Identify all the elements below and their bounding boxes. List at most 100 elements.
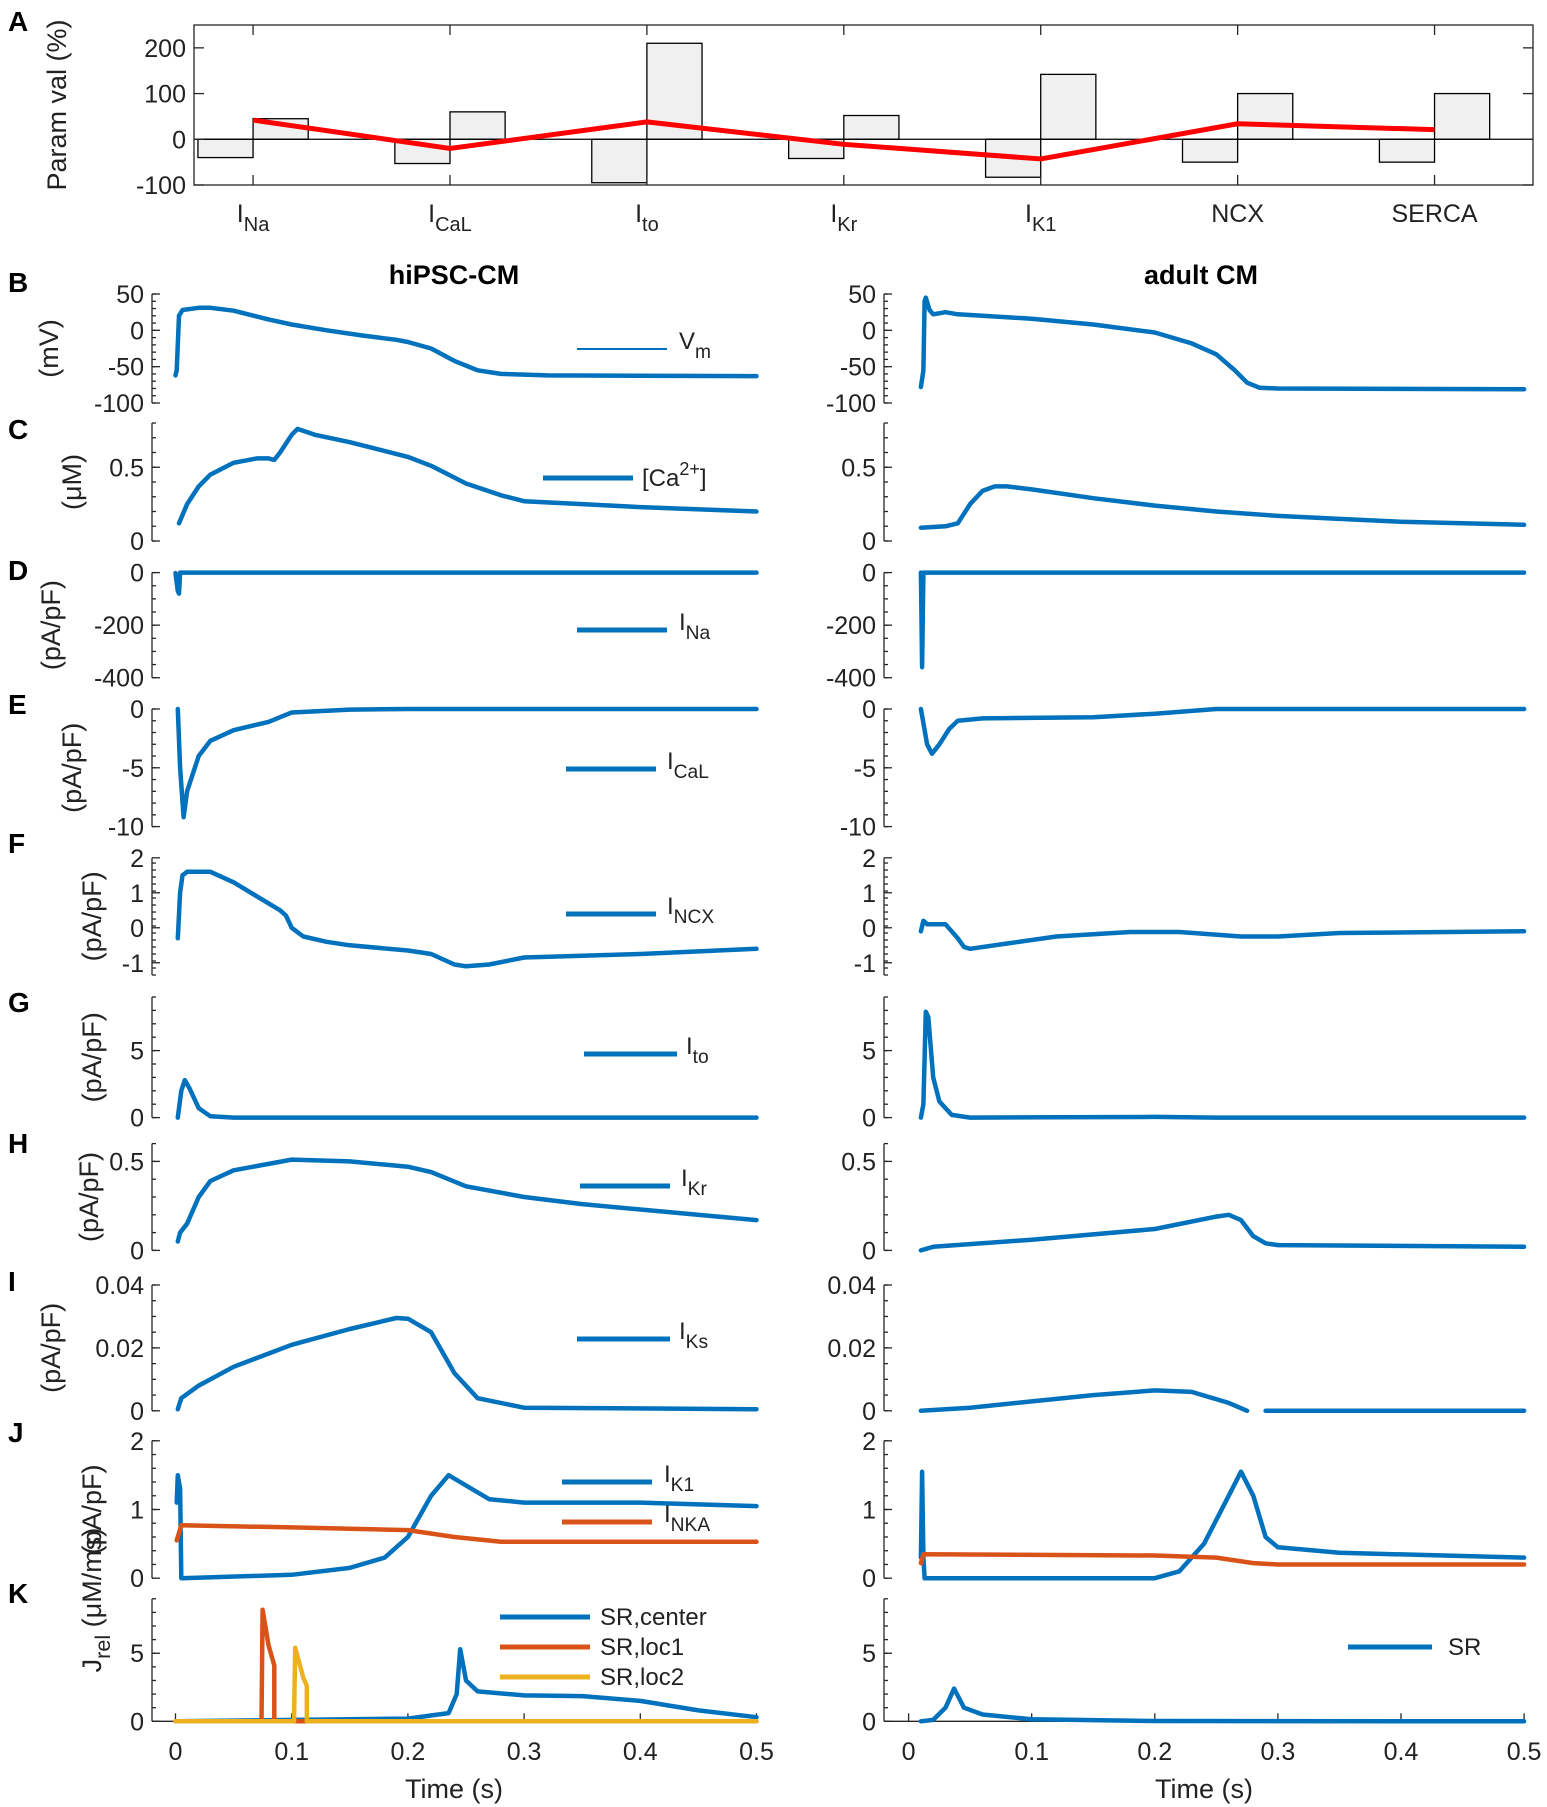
series-line-0 bbox=[918, 706, 1527, 756]
panel-i-adult: 0 0.02 0.04 bbox=[827, 1272, 1527, 1426]
text-main: I bbox=[679, 609, 686, 636]
category-label: INa bbox=[237, 200, 270, 236]
panel-e-hipsc: -10 -5 0 (pA/pF) ICaL bbox=[57, 696, 759, 842]
y-tick-label: 0 bbox=[862, 1237, 876, 1265]
y-tick-label: 2 bbox=[862, 1428, 876, 1456]
y-tick-label: 0 bbox=[172, 126, 186, 154]
y-tick-label: 0 bbox=[862, 528, 876, 556]
y-tick-label: 0 bbox=[130, 1708, 144, 1736]
text-subscript: NKA bbox=[671, 1515, 711, 1536]
text-subscript: Kr bbox=[837, 214, 857, 236]
text-main: I bbox=[679, 1318, 686, 1345]
x-tick-label: 0.1 bbox=[274, 1738, 309, 1766]
x-tick-label: 0 bbox=[902, 1738, 916, 1766]
text-main: I bbox=[664, 1461, 671, 1488]
panel-letter-i: I bbox=[8, 1266, 16, 1297]
column-title: hiPSC-CM bbox=[389, 260, 520, 290]
legend-label: ICaL bbox=[667, 748, 709, 783]
text-main: I bbox=[237, 200, 244, 228]
series-line-0 bbox=[175, 706, 759, 820]
text-main: SERCA bbox=[1391, 200, 1477, 228]
y-axis-label: (pA/pF) bbox=[77, 1464, 107, 1554]
panel-letter-k: K bbox=[8, 1578, 28, 1609]
x-tick-label: 0.4 bbox=[1384, 1738, 1419, 1766]
panel-letter-c: C bbox=[8, 414, 28, 445]
y-tick-label: 0.5 bbox=[841, 1148, 876, 1176]
y-tick-label: -400 bbox=[94, 665, 144, 693]
y-tick-label: 0 bbox=[130, 528, 144, 556]
panel-g-adult: 05 bbox=[862, 996, 1527, 1133]
y-tick-label: 0 bbox=[130, 696, 144, 724]
text-main: I bbox=[667, 893, 674, 920]
y-tick-label: 0.5 bbox=[109, 1148, 144, 1176]
panel-k-adult: 0 5 0 0.1 0.2 0.3 0.4 0.5 Time (s) SR bbox=[862, 1598, 1541, 1804]
text-subscript: CaL bbox=[674, 762, 710, 783]
y-tick-label: 0 bbox=[862, 560, 876, 588]
category-label: NCX bbox=[1211, 200, 1264, 228]
series-line-0 bbox=[918, 1469, 1527, 1581]
category-label: Ito bbox=[635, 200, 659, 236]
panel-letter-b: B bbox=[8, 267, 28, 298]
x-axis-label: Time (s) bbox=[1155, 1774, 1253, 1804]
text-subscript: m bbox=[695, 342, 711, 363]
legend-label: INa bbox=[679, 609, 711, 644]
panel-a-bar-chart: INa ICaL Ito IKr IK1 NCX SERCA-1000100200Param… bbox=[42, 19, 1534, 236]
y-axis-label: (pA/pF) bbox=[77, 871, 107, 961]
y-tick-label: -5 bbox=[122, 755, 144, 783]
series-line-0 bbox=[918, 918, 1527, 952]
y-tick-label: 50 bbox=[848, 281, 876, 309]
plot-box bbox=[193, 24, 1534, 186]
y-tick-label: -100 bbox=[826, 390, 876, 418]
y-tick-label: 0 bbox=[862, 1708, 876, 1736]
x-tick-label: 0.2 bbox=[1137, 1738, 1172, 1766]
text-tail: (μM/ms) bbox=[77, 1528, 107, 1635]
y-tick-label: 0 bbox=[130, 317, 144, 345]
y-axis-label: (pA/pF) bbox=[77, 1012, 107, 1102]
bar-upper bbox=[1236, 92, 1294, 140]
panel-h-adult: 00.5 bbox=[841, 1142, 1527, 1265]
y-tick-label: 0.5 bbox=[109, 454, 144, 482]
panel-b-hipsc: -100 -50 0 50 (mV) Vm bbox=[34, 281, 759, 418]
y-tick-label: 200 bbox=[144, 35, 186, 63]
series-line-1 bbox=[918, 1551, 1527, 1567]
y-axis-label: (pA/pF) bbox=[74, 1152, 104, 1242]
bar-upper bbox=[843, 114, 900, 140]
panel-h-hipsc: 0 0.5(pA/pF) IKr bbox=[74, 1142, 759, 1265]
legend-label: IK1 bbox=[664, 1461, 694, 1496]
y-tick-label: 0 bbox=[130, 1398, 144, 1426]
text-main: I bbox=[1025, 200, 1032, 228]
legend-label: Vm bbox=[679, 328, 711, 363]
panel-letter-d: D bbox=[8, 555, 28, 586]
y-tick-label: 0.5 bbox=[841, 454, 876, 482]
text-main: SR,loc1 bbox=[600, 1634, 684, 1661]
text-main: I bbox=[667, 748, 674, 775]
x-tick-label: 0.4 bbox=[623, 1738, 658, 1766]
bar-lower bbox=[591, 138, 648, 184]
y-tick-label: 100 bbox=[144, 81, 186, 109]
y-tick-label: -50 bbox=[840, 354, 876, 382]
y-tick-label: -200 bbox=[826, 612, 876, 640]
y-tick-label: -5 bbox=[854, 755, 876, 783]
legend-label: Ito bbox=[686, 1033, 709, 1068]
panel-j-adult: 0 1 2 bbox=[862, 1428, 1527, 1593]
y-tick-label: 2 bbox=[130, 845, 144, 873]
text-main: SR,center bbox=[600, 1604, 707, 1631]
text-subscript: to bbox=[642, 214, 659, 236]
y-tick-label: 0 bbox=[862, 696, 876, 724]
y-tick-label: 0.02 bbox=[827, 1335, 876, 1363]
y-tick-label: -100 bbox=[94, 390, 144, 418]
text-main: SR,loc2 bbox=[600, 1664, 684, 1691]
y-axis-label: Param val (%) bbox=[42, 19, 72, 190]
y-tick-label: 0 bbox=[130, 1105, 144, 1133]
text-main: SR bbox=[1448, 1634, 1481, 1661]
y-axis-label: Jrel (μM/ms) bbox=[77, 1528, 115, 1673]
y-tick-label: 0.04 bbox=[827, 1272, 876, 1300]
text-tail: ] bbox=[700, 465, 707, 492]
panel-letter-h: H bbox=[8, 1128, 28, 1159]
bar-upper bbox=[449, 111, 506, 140]
y-tick-label: 0 bbox=[862, 1105, 876, 1133]
x-axis-label: Time (s) bbox=[405, 1774, 503, 1804]
y-tick-label: 0.04 bbox=[95, 1272, 144, 1300]
text-subscript: K1 bbox=[671, 1475, 694, 1496]
